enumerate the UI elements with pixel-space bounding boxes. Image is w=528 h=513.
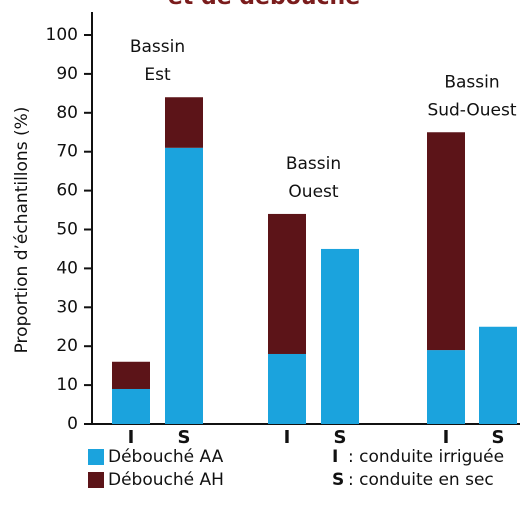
y-tick-label: 60: [56, 181, 78, 201]
bar-segment: [321, 248, 359, 424]
legend-label: Débouché AH: [108, 470, 224, 490]
bar-segment: [479, 326, 517, 424]
x-tick-label: S: [334, 427, 347, 448]
note-text: : conduite en sec: [348, 470, 494, 490]
y-tick-label: 40: [56, 258, 78, 278]
legend-swatch: [88, 449, 104, 465]
bar-segment: [165, 147, 203, 424]
legend-swatch: [88, 472, 104, 488]
group-label: Bassin: [444, 72, 499, 92]
y-tick-label: 50: [56, 220, 78, 240]
x-tick-label: S: [178, 427, 191, 448]
group-label: Bassin: [286, 154, 341, 174]
legend-label: Débouché AA: [108, 447, 224, 467]
bar-segment: [427, 350, 465, 424]
bar-segment: [427, 132, 465, 351]
x-tick-label: I: [284, 427, 291, 448]
bar-segment: [268, 213, 306, 354]
chart-title: et de débouché: [168, 0, 360, 10]
y-tick-label: 70: [56, 142, 78, 162]
note-key: S: [332, 470, 344, 490]
bar-segment: [112, 388, 150, 424]
group-label: Sud-Ouest: [427, 100, 516, 120]
note-key: I: [332, 447, 338, 467]
group-label: Bassin: [130, 37, 185, 57]
y-tick-label: 90: [56, 64, 78, 84]
y-tick-label: 10: [56, 375, 78, 395]
y-tick-label: 100: [46, 25, 78, 45]
y-tick-label: 0: [67, 414, 78, 434]
group-label: Est: [144, 65, 171, 85]
y-tick-label: 30: [56, 297, 78, 317]
y-axis-label: Proportion d’échantillons (%): [12, 107, 32, 354]
bar-segment: [268, 353, 306, 424]
x-tick-label: I: [128, 427, 135, 448]
y-tick-label: 80: [56, 103, 78, 123]
y-tick-label: 20: [56, 336, 78, 356]
bar-segment: [165, 97, 203, 148]
bar-segment: [112, 361, 150, 389]
x-tick-label: S: [492, 427, 505, 448]
x-tick-label: I: [443, 427, 450, 448]
note-text: : conduite irriguée: [348, 447, 504, 467]
group-label: Ouest: [288, 182, 338, 202]
